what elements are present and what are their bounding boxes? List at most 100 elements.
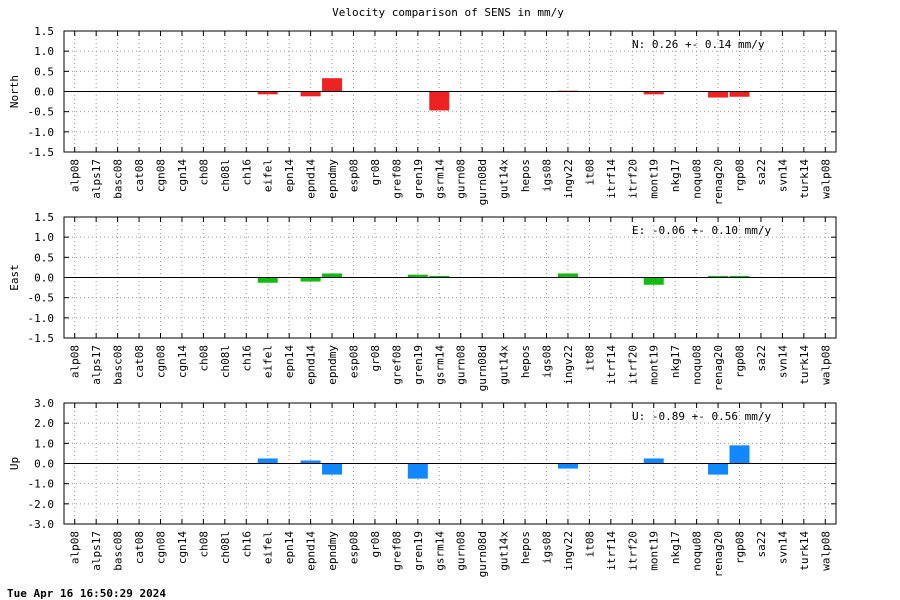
x-tick-label: epndmy bbox=[326, 345, 339, 385]
bar-up-gren19 bbox=[407, 463, 428, 479]
x-tick-label: itrf14 bbox=[605, 531, 618, 571]
x-tick-label: ch16 bbox=[240, 531, 253, 558]
chart-title: Velocity comparison of SENS in mm/y bbox=[332, 6, 564, 19]
x-tick-label: itrf14 bbox=[605, 159, 618, 199]
x-tick-label: cat08 bbox=[133, 345, 146, 378]
bar-north-epnd14 bbox=[300, 91, 321, 97]
x-tick-label: eifel bbox=[262, 159, 275, 192]
x-tick-label: sa22 bbox=[755, 159, 768, 186]
y-tick-label: 1.0 bbox=[34, 231, 54, 244]
y-tick-label: 2.0 bbox=[34, 417, 54, 430]
x-tick-label: alps17 bbox=[90, 531, 103, 571]
y-axis-label-up: Up bbox=[8, 457, 21, 470]
x-tick-label: igs08 bbox=[541, 159, 554, 192]
x-tick-label: itrf20 bbox=[626, 531, 639, 571]
x-tick-label: cgn14 bbox=[176, 531, 189, 564]
y-tick-label: -0.5 bbox=[28, 292, 55, 305]
y-tick-label: -2.0 bbox=[28, 498, 55, 511]
x-tick-label: sa22 bbox=[755, 345, 768, 372]
x-tick-label: epndmy bbox=[326, 531, 339, 571]
y-tick-label: 0.5 bbox=[34, 251, 54, 264]
x-tick-label: walp08 bbox=[819, 531, 832, 571]
timestamp-footer: Tue Apr 16 16:50:29 2024 bbox=[7, 587, 166, 600]
x-tick-label: svn14 bbox=[776, 531, 789, 564]
bar-east-eifel bbox=[257, 277, 278, 283]
x-tick-label: epndmy bbox=[326, 159, 339, 199]
x-tick-label: gurn08 bbox=[455, 345, 468, 385]
y-tick-label: -1.5 bbox=[28, 332, 55, 345]
y-axis-label-north: North bbox=[8, 75, 21, 108]
x-tick-label: ingv22 bbox=[562, 159, 575, 199]
x-tick-label: epn14 bbox=[283, 345, 296, 378]
y-tick-label: 1.0 bbox=[34, 437, 54, 450]
x-tick-label: ch16 bbox=[240, 159, 253, 186]
bar-east-epndmy bbox=[322, 273, 343, 278]
bar-north-rgp08 bbox=[729, 91, 750, 97]
x-tick-label: ch08l bbox=[219, 159, 232, 192]
bar-east-epnd14 bbox=[300, 277, 321, 282]
bar-up-epndmy bbox=[322, 463, 343, 475]
y-tick-label: 1.0 bbox=[34, 45, 54, 58]
bar-up-epnd14 bbox=[300, 460, 321, 464]
x-tick-label: gr08 bbox=[369, 345, 382, 372]
x-tick-label: noqu08 bbox=[691, 159, 704, 199]
x-tick-label: gsrm14 bbox=[433, 531, 446, 571]
x-tick-label: epn14 bbox=[283, 531, 296, 564]
x-tick-label: cgn08 bbox=[155, 345, 168, 378]
x-tick-label: mont19 bbox=[648, 531, 661, 571]
bar-up-mont19 bbox=[643, 458, 664, 464]
bar-east-rgp08 bbox=[729, 275, 750, 278]
x-tick-label: gren19 bbox=[412, 345, 425, 385]
y-tick-label: 3.0 bbox=[34, 397, 54, 410]
bar-up-eifel bbox=[257, 458, 278, 464]
x-tick-label: noqu08 bbox=[691, 345, 704, 385]
x-tick-label: gurn08d bbox=[476, 159, 489, 205]
x-tick-label: alp08 bbox=[69, 531, 82, 564]
x-tick-label: cat08 bbox=[133, 159, 146, 192]
y-axis-label-east: East bbox=[8, 264, 21, 291]
x-tick-label: epnd14 bbox=[305, 159, 318, 199]
x-tick-label: noqu08 bbox=[691, 531, 704, 571]
x-tick-label: svn14 bbox=[776, 159, 789, 192]
x-tick-label: nkg17 bbox=[669, 159, 682, 192]
y-tick-label: 0.0 bbox=[34, 458, 54, 471]
x-tick-label: renag20 bbox=[712, 345, 725, 391]
x-tick-label: ch08 bbox=[197, 159, 210, 186]
stats-annotation-east: E: -0.06 +- 0.10 mm/y bbox=[632, 224, 771, 237]
x-tick-label: gsrm14 bbox=[433, 159, 446, 199]
x-tick-label: ch08l bbox=[219, 345, 232, 378]
x-tick-label: gut14x bbox=[498, 345, 511, 385]
bar-east-gren19 bbox=[407, 274, 428, 278]
x-tick-label: gurn08 bbox=[455, 531, 468, 571]
bar-up-ingv22 bbox=[557, 463, 578, 469]
x-tick-label: epnd14 bbox=[305, 531, 318, 571]
y-tick-label: 1.5 bbox=[34, 211, 54, 224]
x-tick-label: svn14 bbox=[776, 345, 789, 378]
x-tick-label: hepos bbox=[519, 345, 532, 378]
x-tick-label: gr08 bbox=[369, 159, 382, 186]
bar-east-ingv22 bbox=[557, 273, 578, 278]
x-tick-label: gut14x bbox=[498, 159, 511, 199]
x-tick-label: ch16 bbox=[240, 345, 253, 372]
x-tick-label: turk14 bbox=[798, 159, 811, 199]
x-tick-label: basc08 bbox=[112, 531, 125, 571]
y-tick-label: -0.5 bbox=[28, 106, 55, 119]
x-tick-label: eifel bbox=[262, 531, 275, 564]
x-tick-label: hepos bbox=[519, 159, 532, 192]
x-tick-label: gref08 bbox=[390, 531, 403, 571]
x-tick-label: gurn08d bbox=[476, 531, 489, 577]
panel-north: 1.5 1.0 0.5 0.0 -0.5 -1.0 -1.5 North N: 0.26 +- … bbox=[8, 25, 837, 205]
x-tick-label: gurn08 bbox=[455, 159, 468, 199]
x-tick-label: renag20 bbox=[712, 531, 725, 577]
bar-north-renag20 bbox=[708, 91, 729, 98]
x-tick-label: gref08 bbox=[390, 159, 403, 199]
y-tick-label: -3.0 bbox=[28, 518, 55, 531]
x-tick-label: igs08 bbox=[541, 531, 554, 564]
x-tick-label: epn14 bbox=[283, 159, 296, 192]
bar-north-epndmy bbox=[322, 78, 343, 92]
x-tick-label: nkg17 bbox=[669, 345, 682, 378]
x-tick-label: gr08 bbox=[369, 531, 382, 558]
x-tick-label: ch08 bbox=[197, 531, 210, 558]
x-tick-label: rgp08 bbox=[734, 159, 747, 192]
